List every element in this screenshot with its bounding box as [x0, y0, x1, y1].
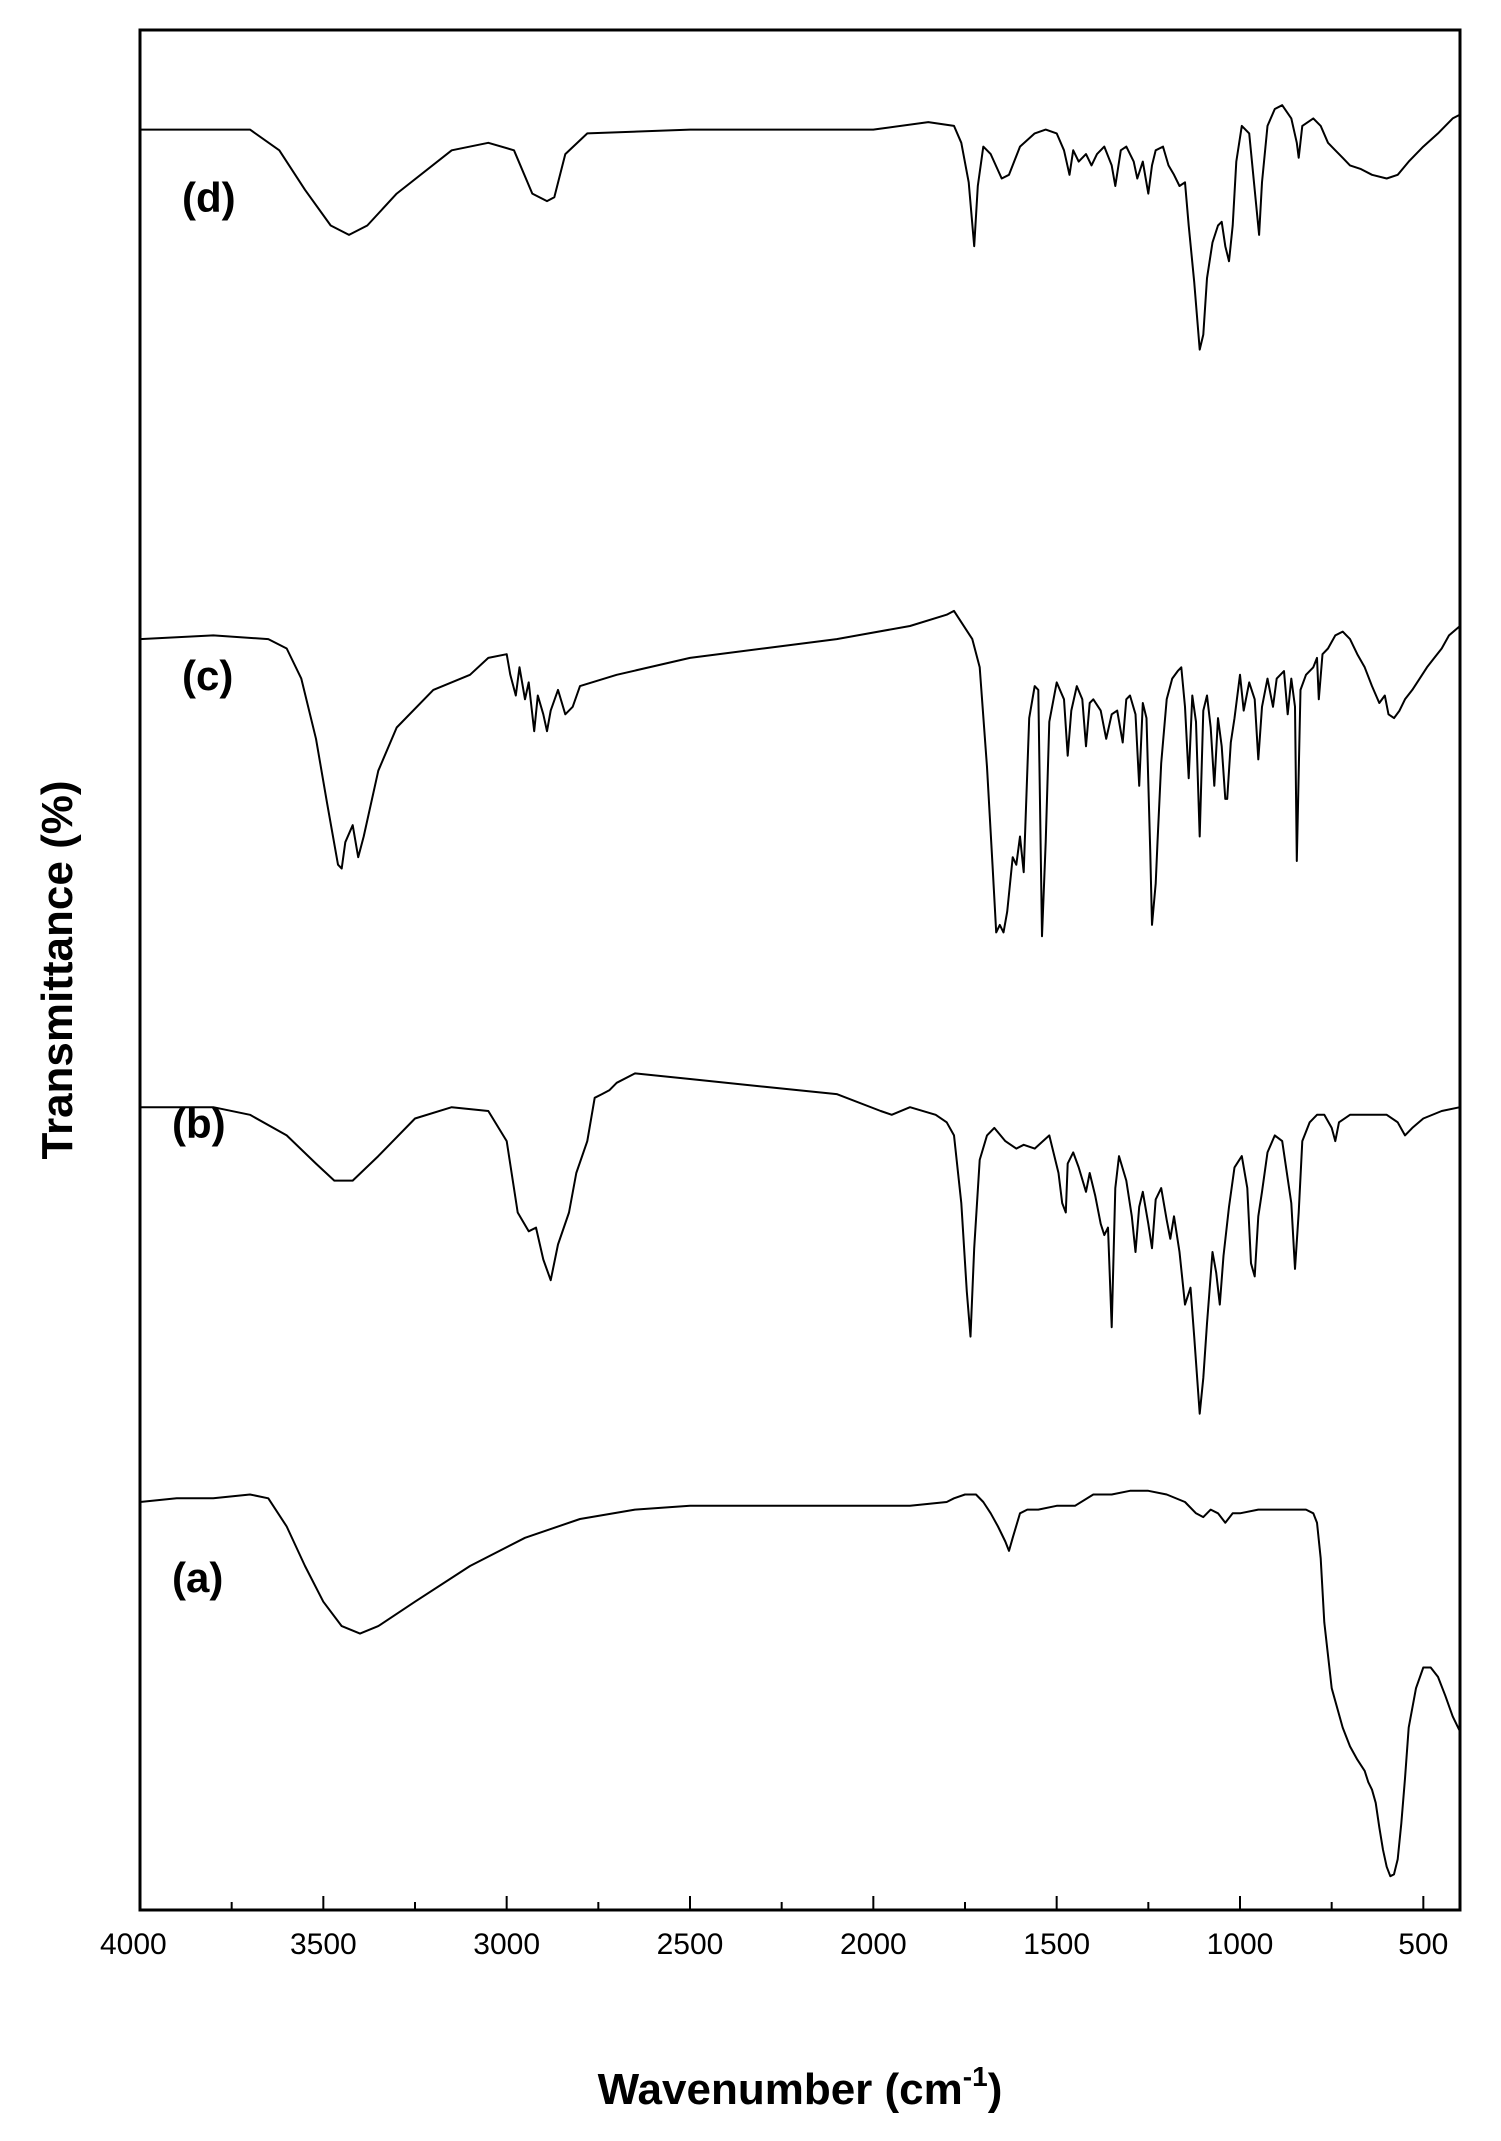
- x-tick-label: 1000: [1207, 1928, 1274, 1961]
- y-axis-title: Transmittance (%): [33, 781, 82, 1160]
- spectrum-line-d: [140, 104, 1461, 351]
- spectra-group: [139, 104, 1461, 1878]
- x-tick-label: 3500: [290, 1928, 357, 1961]
- series-label-c: (c): [182, 652, 233, 699]
- x-tick-label: 3000: [473, 1928, 540, 1961]
- x-axis-title: Wavenumber (cm-1): [598, 2061, 1003, 2114]
- spectrum-line-b: [140, 1072, 1461, 1415]
- series-label-d: (d): [182, 174, 236, 221]
- series-label-b: (b): [172, 1100, 226, 1147]
- x-tick-label: 500: [1398, 1928, 1448, 1961]
- x-tick-label: 2500: [657, 1928, 724, 1961]
- plot-frame: [138, 28, 1462, 1912]
- plot-area: (d) (c) (b) (a): [138, 28, 1462, 1912]
- x-axis: 4000 3500 3000 2500 2000 1500 1000 500: [100, 1896, 1448, 1961]
- spectrum-line-a: [139, 1489, 1461, 1878]
- series-label-a: (a): [172, 1554, 223, 1601]
- spectrum-line-c: [139, 609, 1461, 938]
- series-labels: (d) (c) (b) (a): [172, 174, 236, 1601]
- x-tick-label: 1500: [1023, 1928, 1090, 1961]
- x-tick-label: 4000: [100, 1928, 167, 1961]
- x-tick-label: 2000: [840, 1928, 907, 1961]
